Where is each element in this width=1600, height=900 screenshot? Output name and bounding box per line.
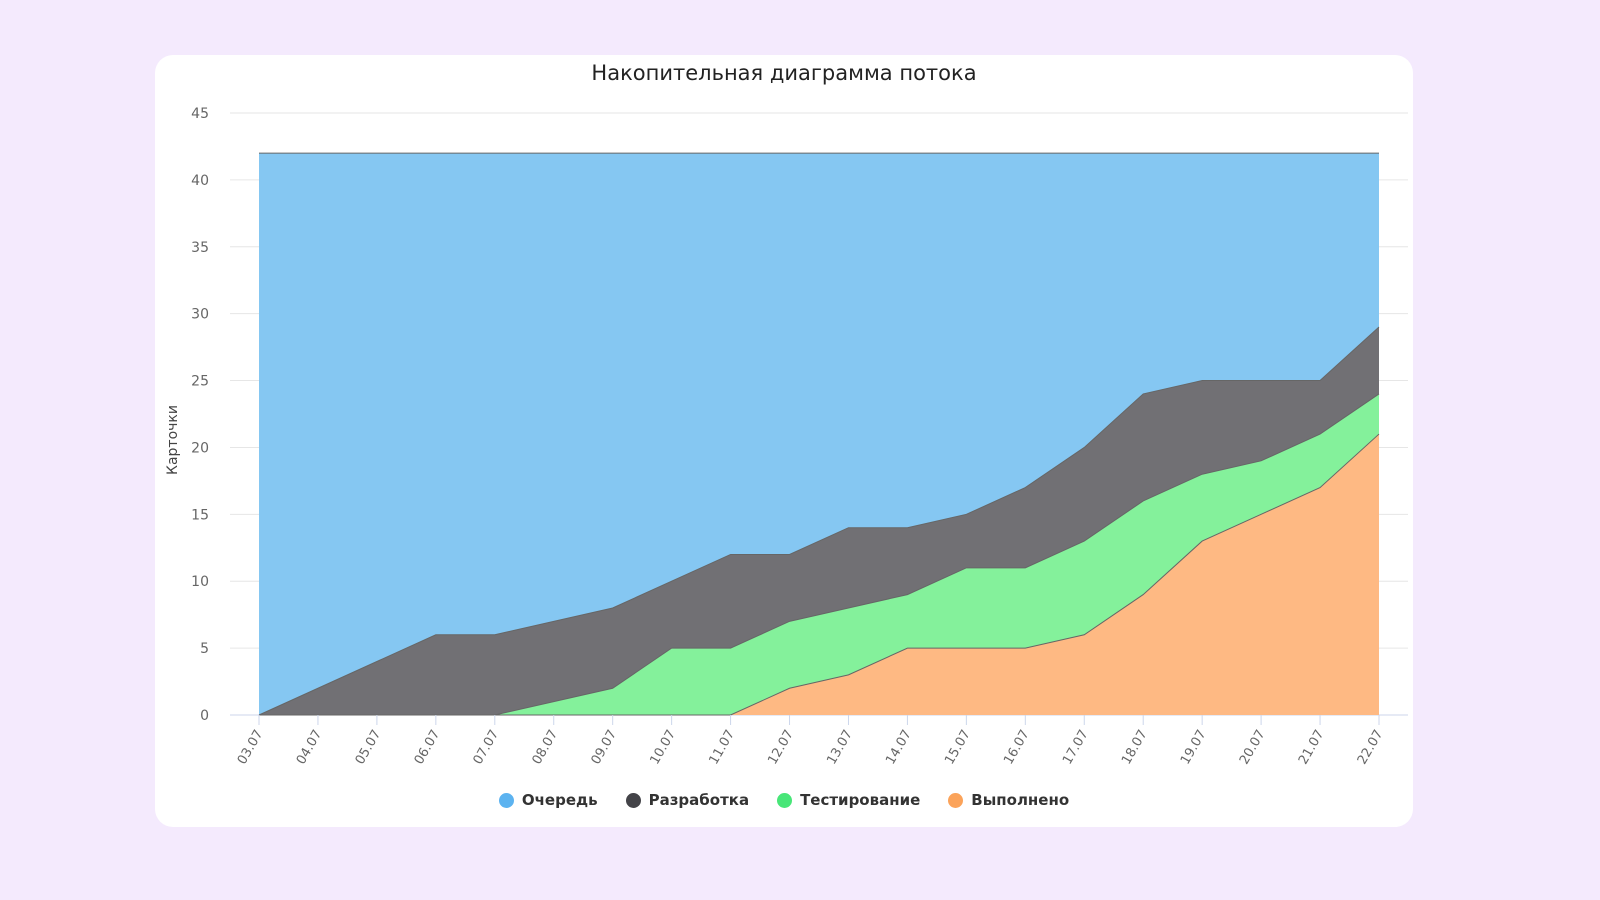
legend-item-1[interactable]: Разработка bbox=[625, 791, 750, 809]
y-tick-label: 5 bbox=[200, 641, 209, 657]
x-tick-label: 17.07 bbox=[1060, 728, 1092, 768]
x-tick-label: 19.07 bbox=[1178, 728, 1210, 768]
legend-item-2[interactable]: Тестирование bbox=[777, 791, 920, 809]
x-tick-label: 20.07 bbox=[1237, 728, 1269, 768]
x-tick-label: 10.07 bbox=[647, 728, 679, 768]
y-tick-label: 35 bbox=[191, 240, 209, 256]
area-1 bbox=[259, 327, 1379, 715]
y-tick-label: 10 bbox=[191, 574, 209, 590]
x-tick-label: 18.07 bbox=[1119, 727, 1151, 767]
area-3 bbox=[259, 434, 1379, 715]
y-tick-label: 45 bbox=[191, 106, 209, 122]
legend-dot-icon bbox=[625, 792, 641, 808]
area-0 bbox=[259, 153, 1379, 716]
legend-item-0[interactable]: Очередь bbox=[498, 791, 598, 809]
area-2 bbox=[259, 393, 1379, 715]
x-tick-label: 22.07 bbox=[1355, 728, 1387, 768]
legend-dot-icon bbox=[948, 792, 964, 808]
x-tick-label: 09.07 bbox=[589, 728, 621, 768]
x-tick-label: 03.07 bbox=[235, 728, 267, 768]
x-tick-label: 05.07 bbox=[353, 728, 385, 768]
x-tick-label: 14.07 bbox=[883, 728, 915, 768]
y-tick-label: 20 bbox=[191, 440, 209, 456]
chart-card: Накопительная диаграмма потока Карточки … bbox=[155, 55, 1413, 827]
legend-label: Выполнено bbox=[971, 791, 1070, 809]
legend-label: Тестирование bbox=[800, 791, 921, 809]
legend-item-3[interactable]: Выполнено bbox=[948, 791, 1069, 809]
x-tick-label: 11.07 bbox=[706, 728, 738, 768]
cumulative-flow-chart: 0 5 10 15 20 25 30 35 40 45 03.07 04.07 05.07 06.07 07… bbox=[191, 106, 1408, 768]
series-line bbox=[259, 433, 1380, 716]
x-tick-label: 16.07 bbox=[1001, 728, 1033, 768]
legend-label: Очередь bbox=[521, 791, 598, 809]
x-tick-label: 21.07 bbox=[1296, 728, 1328, 768]
y-tick-label: 15 bbox=[191, 507, 209, 523]
x-tick-label: 12.07 bbox=[765, 728, 797, 768]
series-line bbox=[258, 326, 1380, 716]
legend-dot-icon bbox=[498, 792, 514, 808]
chart-title: Накопительная диаграмма потока bbox=[591, 61, 977, 85]
y-tick-label: 0 bbox=[200, 708, 209, 724]
chart-legend: Очередь Разработка Тестирование Выполнено bbox=[155, 791, 1413, 809]
y-tick-label: 30 bbox=[191, 307, 209, 323]
y-tick-label: 25 bbox=[191, 374, 209, 390]
legend-dot-icon bbox=[777, 792, 793, 808]
x-tick-label: 13.07 bbox=[824, 728, 856, 768]
x-tick-label: 06.07 bbox=[412, 728, 444, 768]
y-tick-label: 40 bbox=[191, 173, 209, 189]
legend-label: Разработка bbox=[648, 791, 750, 809]
x-tick-label: 07.07 bbox=[471, 728, 503, 768]
x-tick-label: 04.07 bbox=[294, 728, 326, 768]
x-tick-label: 08.07 bbox=[530, 728, 562, 768]
x-tick-label: 15.07 bbox=[942, 728, 974, 768]
